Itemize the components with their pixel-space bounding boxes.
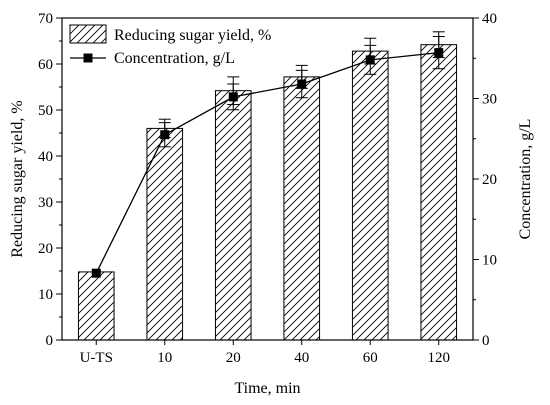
left-axis-ticks: 0 10 20 30 40 50 60 70	[38, 11, 62, 349]
concentration-point	[434, 48, 444, 58]
legend-bar-swatch	[69, 24, 107, 44]
concentration-point	[160, 130, 170, 140]
right-axis-title: Concentration, g/L	[517, 119, 534, 240]
x-tick-label: U-TS	[80, 350, 113, 366]
right-tick-label: 10	[482, 253, 497, 269]
bar	[420, 44, 458, 341]
line-series	[91, 36, 445, 278]
x-tick-label: 60	[363, 350, 378, 366]
left-axis-title: Reducing sugar yield, %	[9, 100, 26, 257]
right-tick-label: 0	[482, 333, 490, 349]
bar	[283, 76, 321, 341]
left-tick-label: 60	[38, 57, 53, 73]
legend-line-label: Concentration, g/L	[114, 50, 235, 67]
legend: Reducing sugar yield, % Concentration, g…	[69, 24, 271, 67]
concentration-point	[91, 268, 101, 278]
left-tick-label: 30	[38, 195, 53, 211]
concentration-point	[297, 79, 307, 89]
bar-series	[77, 44, 458, 341]
bar	[146, 127, 184, 341]
right-tick-label: 40	[482, 11, 497, 27]
x-tick-label: 40	[294, 350, 309, 366]
bar	[214, 90, 252, 341]
left-tick-label: 10	[38, 287, 53, 303]
right-tick-label: 30	[482, 92, 497, 108]
left-tick-label: 50	[38, 103, 53, 119]
x-tick-label: 120	[428, 350, 451, 366]
x-tick-label: 20	[226, 350, 241, 366]
concentration-point	[228, 92, 238, 102]
right-axis-ticks: 0 10 20 30 40	[473, 11, 497, 349]
concentration-point	[365, 55, 375, 65]
left-tick-label: 20	[38, 241, 53, 257]
legend-bar-label: Reducing sugar yield, %	[114, 27, 271, 44]
legend-line-marker	[83, 53, 93, 63]
bar	[351, 50, 389, 341]
concentration-line	[95, 51, 439, 274]
x-axis-ticks: U-TS 10 20 40 60 120	[80, 340, 450, 366]
left-tick-label: 0	[46, 333, 54, 349]
left-tick-label: 70	[38, 11, 53, 27]
bar	[77, 271, 115, 341]
x-axis-title: Time, min	[234, 380, 300, 397]
right-tick-label: 20	[482, 172, 497, 188]
x-tick-label: 10	[157, 350, 172, 366]
left-tick-label: 40	[38, 149, 53, 165]
